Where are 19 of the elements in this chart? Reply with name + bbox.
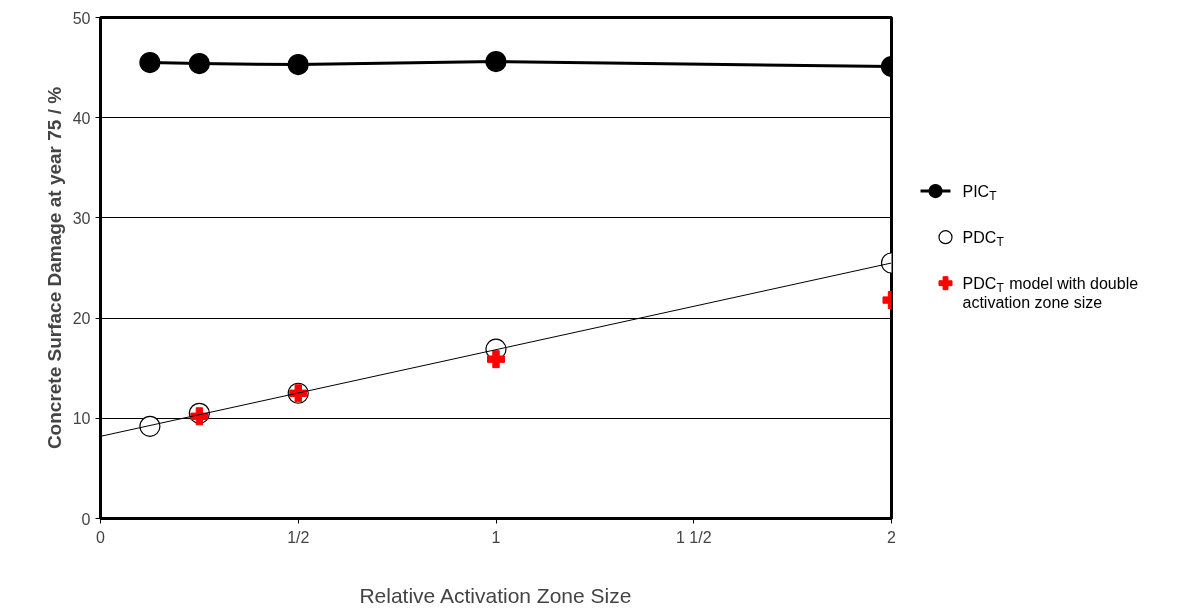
point	[139, 52, 161, 74]
y-tick-label: 40	[72, 109, 91, 127]
y-tick-label: 10	[72, 410, 91, 428]
x-tick-label: 1	[491, 528, 501, 546]
point	[287, 54, 309, 76]
x-tick-label: 2	[887, 528, 897, 546]
point	[487, 350, 505, 369]
y-tick-label: 50	[72, 9, 91, 27]
y-tick-label: 0	[81, 510, 91, 528]
point	[139, 415, 161, 437]
y-tick-label: 20	[72, 310, 91, 328]
x-tick-label: 1 1/2	[675, 528, 712, 546]
y-tick-label: 30	[72, 209, 91, 227]
point	[188, 53, 210, 75]
x-tick-label: 0	[96, 528, 106, 546]
x-axis-title: Relative Activation Zone Size	[359, 583, 632, 607]
y-axis-title: Concrete Surface Damage at year 75 / %	[43, 86, 65, 450]
point	[485, 51, 507, 73]
x-tick-label: 1/2	[287, 528, 310, 546]
